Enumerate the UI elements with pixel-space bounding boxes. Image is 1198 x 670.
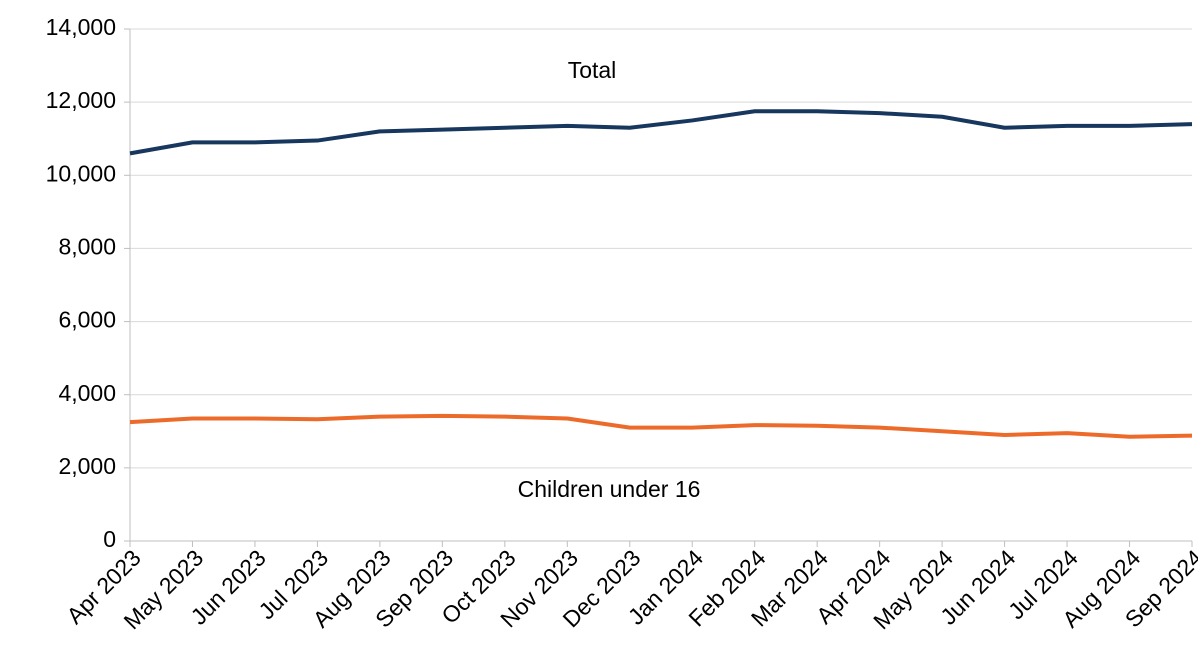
series-line: [129, 109, 1193, 156]
y-tick-label: 14,000: [46, 14, 116, 40]
y-tick-label: 8,000: [58, 234, 116, 260]
y-tick-label: 10,000: [46, 160, 116, 186]
series-line: [129, 413, 1193, 439]
y-tick-label: 0: [103, 526, 116, 552]
y-tick-label: 4,000: [58, 380, 116, 406]
y-tick-label: 2,000: [58, 453, 116, 479]
y-tick-label: 6,000: [58, 307, 116, 333]
series-label: Children under 16: [518, 476, 701, 502]
y-tick-label: 12,000: [46, 87, 116, 113]
series-label: Total: [568, 57, 617, 83]
